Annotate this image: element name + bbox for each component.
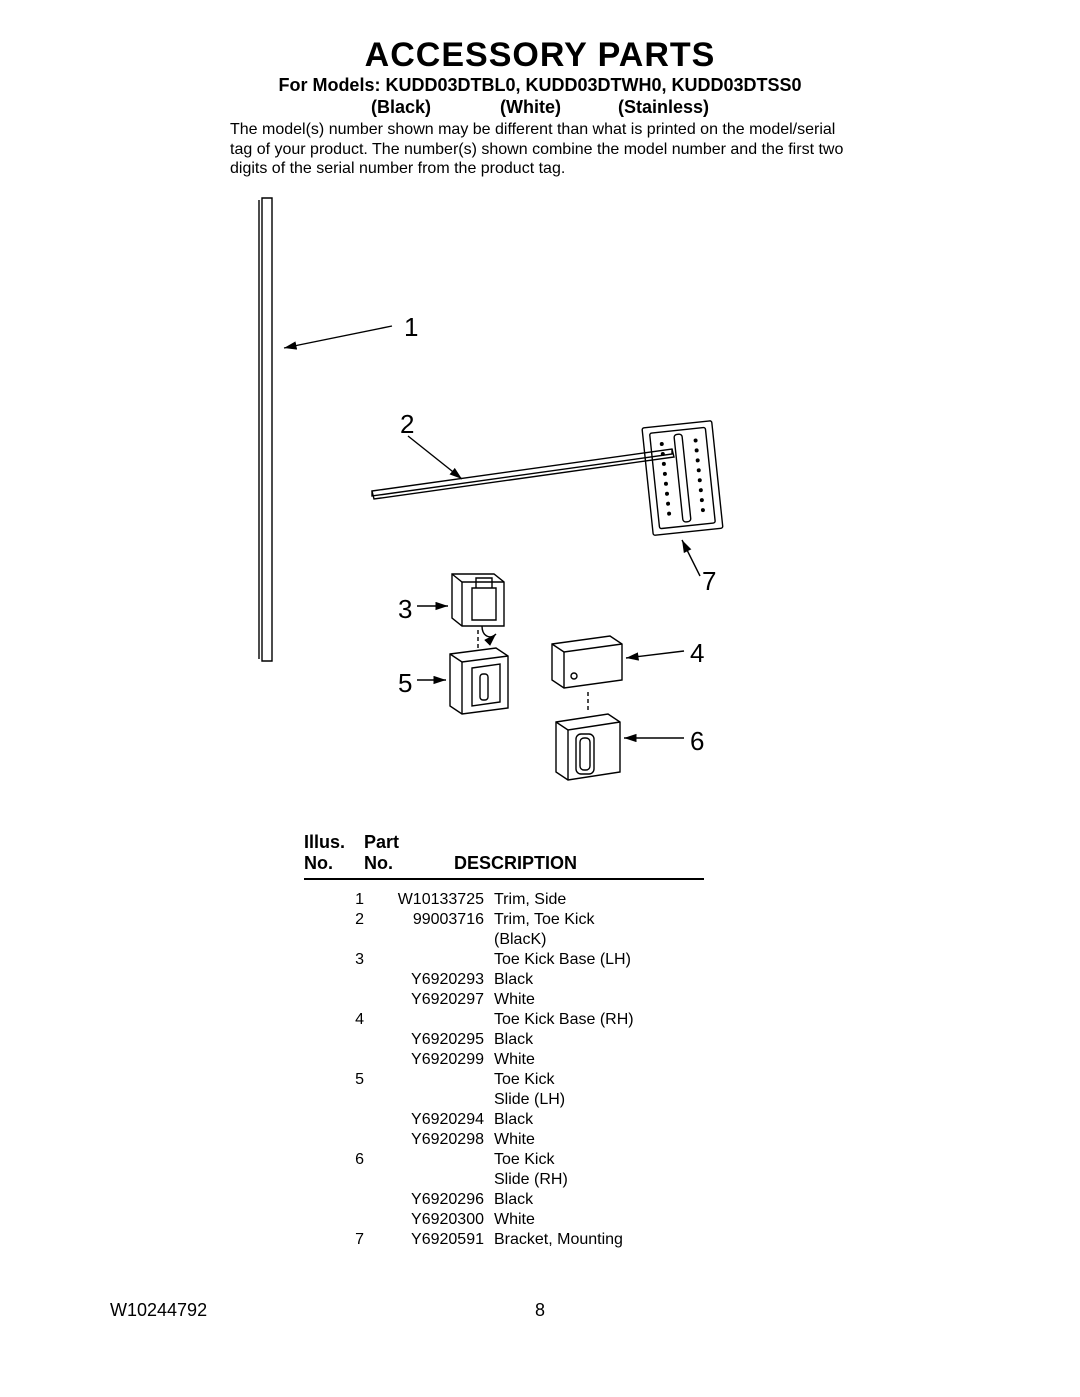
diagram-svg [212,196,772,816]
cell-illus [304,930,380,950]
cell-part [380,930,494,950]
callout-5: 5 [398,668,412,699]
th-part: Part [364,832,454,853]
cell-desc: Toe Kick Base (LH) [494,950,704,970]
cell-part: Y6920300 [380,1210,494,1230]
cell-part [380,1170,494,1190]
cell-illus: 3 [304,950,380,970]
cell-desc: Toe Kick Base (RH) [494,1010,704,1030]
cell-desc: Black [494,1110,704,1130]
table-row: Y6920299White [304,1050,704,1070]
table-row: Slide (LH) [304,1090,704,1110]
cell-part: Y6920298 [380,1130,494,1150]
cell-illus [304,1050,380,1070]
table-row: Y6920297White [304,990,704,1010]
callout-7: 7 [702,566,716,597]
cell-part: Y6920299 [380,1050,494,1070]
cell-illus [304,1190,380,1210]
callout-4: 4 [690,638,704,669]
table-row: Y6920295Black [304,1030,704,1050]
table-row: Y6920294Black [304,1110,704,1130]
finishes-line: (Black) (White) (Stainless) [0,97,1080,118]
cell-desc: Trim, Toe Kick [494,910,704,930]
callout-3: 3 [398,594,412,625]
callout-2: 2 [400,409,414,440]
cell-desc: Toe Kick [494,1070,704,1090]
cell-part: Y6920297 [380,990,494,1010]
cell-desc: Black [494,1030,704,1050]
cell-desc: White [494,1130,704,1150]
table-header-bottom: No. No. DESCRIPTION [304,853,704,880]
table-header-top: Illus. Part [304,832,704,853]
cell-desc: Toe Kick [494,1150,704,1170]
finish-stainless: (Stainless) [618,97,709,118]
cell-desc: Black [494,1190,704,1210]
page-title: ACCESSORY PARTS [0,36,1080,75]
cell-part [380,950,494,970]
cell-desc: (BlacK) [494,930,704,950]
cell-desc: White [494,1050,704,1070]
table-row: (BlacK) [304,930,704,950]
cell-desc: White [494,1210,704,1230]
th-desc: DESCRIPTION [454,853,704,874]
table-row: 1W10133725Trim, Side [304,890,704,910]
models-line: For Models: KUDD03DTBL0, KUDD03DTWH0, KU… [0,75,1080,96]
cell-illus [304,1090,380,1110]
callout-6: 6 [690,726,704,757]
footer-page-no: 8 [0,1300,1080,1321]
cell-part: Y6920296 [380,1190,494,1210]
cell-part [380,1150,494,1170]
page: ACCESSORY PARTS For Models: KUDD03DTBL0,… [0,0,1080,1397]
th-no1: No. [304,853,364,874]
table-row: 3 Toe Kick Base (LH) [304,950,704,970]
cell-part [380,1090,494,1110]
cell-illus: 7 [304,1230,380,1250]
cell-part: W10133725 [380,890,494,910]
finish-white: (White) [500,97,561,118]
cell-illus [304,1110,380,1130]
cell-illus: 4 [304,1010,380,1030]
table-row: 7Y6920591Bracket, Mounting [304,1230,704,1250]
cell-illus [304,1030,380,1050]
table-row: Y6920300White [304,1210,704,1230]
table-row: Slide (RH) [304,1170,704,1190]
cell-part [380,1070,494,1090]
parts-table: Illus. Part No. No. DESCRIPTION 1W101337… [304,832,704,1250]
cell-part [380,1010,494,1030]
table-row: 5 Toe Kick [304,1070,704,1090]
callout-1: 1 [404,312,418,343]
cell-desc: Trim, Side [494,890,704,910]
cell-illus [304,1130,380,1150]
cell-illus [304,1170,380,1190]
note-text: The model(s) number shown may be differe… [230,120,850,179]
finish-black: (Black) [371,97,431,118]
cell-desc: Slide (LH) [494,1090,704,1110]
cell-desc: White [494,990,704,1010]
cell-illus [304,1210,380,1230]
cell-part: Y6920591 [380,1230,494,1250]
parts-diagram: 1 2 3 4 5 6 7 [212,196,772,816]
table-row: 6 Toe Kick [304,1150,704,1170]
table-row: 4 Toe Kick Base (RH) [304,1010,704,1030]
cell-desc: Slide (RH) [494,1170,704,1190]
cell-illus [304,990,380,1010]
cell-illus: 6 [304,1150,380,1170]
cell-part: 99003716 [380,910,494,930]
cell-part: Y6920293 [380,970,494,990]
table-row: Y6920296Black [304,1190,704,1210]
table-row: Y6920293Black [304,970,704,990]
cell-illus [304,970,380,990]
table-row: 299003716Trim, Toe Kick [304,910,704,930]
cell-illus: 2 [304,910,380,930]
th-no2: No. [364,853,454,874]
cell-desc: Bracket, Mounting [494,1230,704,1250]
cell-part: Y6920295 [380,1030,494,1050]
table-body: 1W10133725Trim, Side299003716Trim, Toe K… [304,890,704,1250]
cell-part: Y6920294 [380,1110,494,1130]
cell-desc: Black [494,970,704,990]
th-illus: Illus. [304,832,364,853]
table-row: Y6920298White [304,1130,704,1150]
cell-illus: 5 [304,1070,380,1090]
cell-illus: 1 [304,890,380,910]
